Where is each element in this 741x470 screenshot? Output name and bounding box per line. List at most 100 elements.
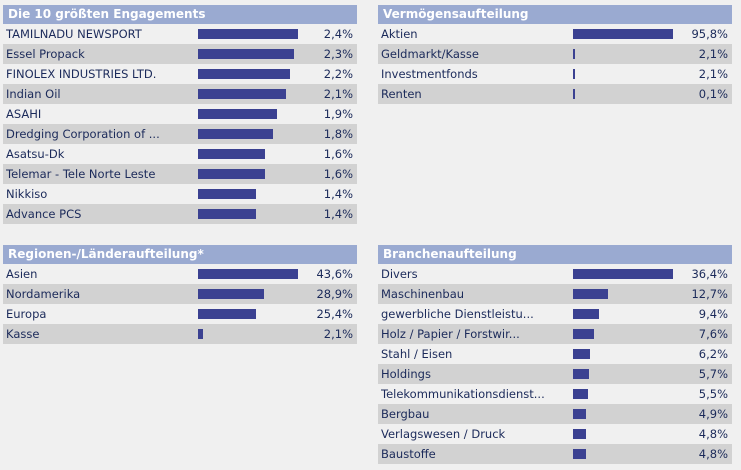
sectors-row: Divers 36,4% <box>378 264 732 284</box>
sectors-row: Verlagswesen / Druck 4,8% <box>378 424 732 444</box>
regions-row: Asien 43,6% <box>3 264 357 284</box>
regions-row-name: Europa <box>6 307 47 321</box>
top10-row-bar <box>198 129 273 139</box>
sectors-row: Telekommunikationsdienst... 5,5% <box>378 384 732 404</box>
sectors-row-value: 6,2% <box>698 347 728 361</box>
top10-row-value: 1,8% <box>323 127 353 141</box>
sectors-row-name: Holdings <box>381 367 431 381</box>
top10-row-value: 1,6% <box>323 167 353 181</box>
sectors-row-bar <box>573 289 608 299</box>
sectors-row-name: Verlagswesen / Druck <box>381 427 506 441</box>
sectors-list: Divers 36,4% Maschinenbau 12,7% gewerbliche … <box>378 264 732 464</box>
sectors-row-value: 12,7% <box>691 287 728 301</box>
top10-row: Advance PCS 1,4% <box>3 204 357 224</box>
top10-row-bar <box>198 89 286 99</box>
top10-row-name: Nikkiso <box>6 187 48 201</box>
top10-title: Die 10 größten Engagements <box>3 5 357 24</box>
regions-row-value: 25,4% <box>316 307 353 321</box>
assets-row-bar <box>573 69 575 79</box>
assets-row-name: Renten <box>381 87 422 101</box>
sectors-row-name: Telekommunikationsdienst... <box>381 387 545 401</box>
regions-row-value: 2,1% <box>323 327 353 341</box>
sectors-row: Holdings 5,7% <box>378 364 732 384</box>
regions-row-bar <box>198 289 264 299</box>
assets-row-bar <box>573 89 575 99</box>
assets-row-name: Investmentfonds <box>381 67 478 81</box>
top10-row: TAMILNADU NEWSPORT 2,4% <box>3 24 357 44</box>
regions-row-bar <box>198 309 256 319</box>
top10-row: Indian Oil 2,1% <box>3 84 357 104</box>
regions-row: Nordamerika 28,9% <box>3 284 357 304</box>
sectors-row-bar <box>573 309 599 319</box>
sectors-row-value: 4,8% <box>698 447 728 461</box>
sectors-row-value: 9,4% <box>698 307 728 321</box>
sectors-row-value: 5,7% <box>698 367 728 381</box>
top10-row-name: Asatsu-Dk <box>6 147 65 161</box>
sectors-row: Holz / Papier / Forstwir... 7,6% <box>378 324 732 344</box>
sectors-row-bar <box>573 449 586 459</box>
top10-row-bar <box>198 189 256 199</box>
top10-row-bar <box>198 49 294 59</box>
sectors-row: Stahl / Eisen 6,2% <box>378 344 732 364</box>
sectors-row: Maschinenbau 12,7% <box>378 284 732 304</box>
top10-row-name: FINOLEX INDUSTRIES LTD. <box>6 67 157 81</box>
regions-row-name: Nordamerika <box>6 287 81 301</box>
sectors-row-name: gewerbliche Dienstleistu... <box>381 307 534 321</box>
sectors-row: gewerbliche Dienstleistu... 9,4% <box>378 304 732 324</box>
top10-row-name: Dredging Corporation of ... <box>6 127 160 141</box>
regions-list: Asien 43,6% Nordamerika 28,9% Europa 25,4% Kas… <box>3 264 357 344</box>
assets-row: Renten 0,1% <box>378 84 732 104</box>
sectors-row-name: Bergbau <box>381 407 430 421</box>
assets-row-value: 2,1% <box>698 47 728 61</box>
sectors-row-bar <box>573 269 673 279</box>
sectors-row-name: Maschinenbau <box>381 287 465 301</box>
assets-row-value: 95,8% <box>691 27 728 41</box>
top10-row-name: ASAHI <box>6 107 42 121</box>
top10-row-value: 1,6% <box>323 147 353 161</box>
top10-row: FINOLEX INDUSTRIES LTD. 2,2% <box>3 64 357 84</box>
top10-row-value: 1,4% <box>323 187 353 201</box>
sectors-row-name: Divers <box>381 267 418 281</box>
top10-row-name: Advance PCS <box>6 207 82 221</box>
regions-row-name: Kasse <box>6 327 40 341</box>
assets-row-name: Geldmarkt/Kasse <box>381 47 479 61</box>
top10-row-name: Essel Propack <box>6 47 85 61</box>
top10-row-value: 2,2% <box>323 67 353 81</box>
top10-row-value: 1,4% <box>323 207 353 221</box>
regions-panel: Regionen-/Länderaufteilung* Asien 43,6% No… <box>3 245 357 344</box>
top10-panel: Die 10 größten Engagements TAMILNADU NEW… <box>3 5 357 224</box>
sectors-row-name: Baustoffe <box>381 447 436 461</box>
top10-row-name: TAMILNADU NEWSPORT <box>6 27 142 41</box>
assets-row: Investmentfonds 2,1% <box>378 64 732 84</box>
top10-row-bar <box>198 149 265 159</box>
assets-row-value: 2,1% <box>698 67 728 81</box>
assets-panel: Vermögensaufteilung Aktien 95,8% Geldmarkt… <box>378 5 732 104</box>
assets-title: Vermögensaufteilung <box>378 5 732 24</box>
sectors-title: Branchenaufteilung <box>378 245 732 264</box>
assets-row-value: 0,1% <box>698 87 728 101</box>
top10-row-value: 2,4% <box>323 27 353 41</box>
top10-row-value: 2,3% <box>323 47 353 61</box>
regions-row-bar <box>198 269 298 279</box>
regions-row-value: 43,6% <box>316 267 353 281</box>
regions-row: Kasse 2,1% <box>3 324 357 344</box>
regions-row-value: 28,9% <box>316 287 353 301</box>
top10-row-bar <box>198 209 256 219</box>
top10-row: Dredging Corporation of ... 1,8% <box>3 124 357 144</box>
regions-row: Europa 25,4% <box>3 304 357 324</box>
sectors-row-bar <box>573 429 586 439</box>
sectors-row-bar <box>573 409 586 419</box>
sectors-row-value: 36,4% <box>691 267 728 281</box>
top10-row-bar <box>198 29 298 39</box>
sectors-row-value: 4,9% <box>698 407 728 421</box>
regions-row-name: Asien <box>6 267 38 281</box>
top10-row: ASAHI 1,9% <box>3 104 357 124</box>
top10-row-bar <box>198 109 277 119</box>
top10-row: Essel Propack 2,3% <box>3 44 357 64</box>
top10-row: Asatsu-Dk 1,6% <box>3 144 357 164</box>
top10-row-value: 2,1% <box>323 87 353 101</box>
sectors-row-value: 4,8% <box>698 427 728 441</box>
sectors-panel: Branchenaufteilung Divers 36,4% Maschinenb… <box>378 245 732 464</box>
sectors-row-bar <box>573 369 589 379</box>
regions-row-bar <box>198 329 203 339</box>
